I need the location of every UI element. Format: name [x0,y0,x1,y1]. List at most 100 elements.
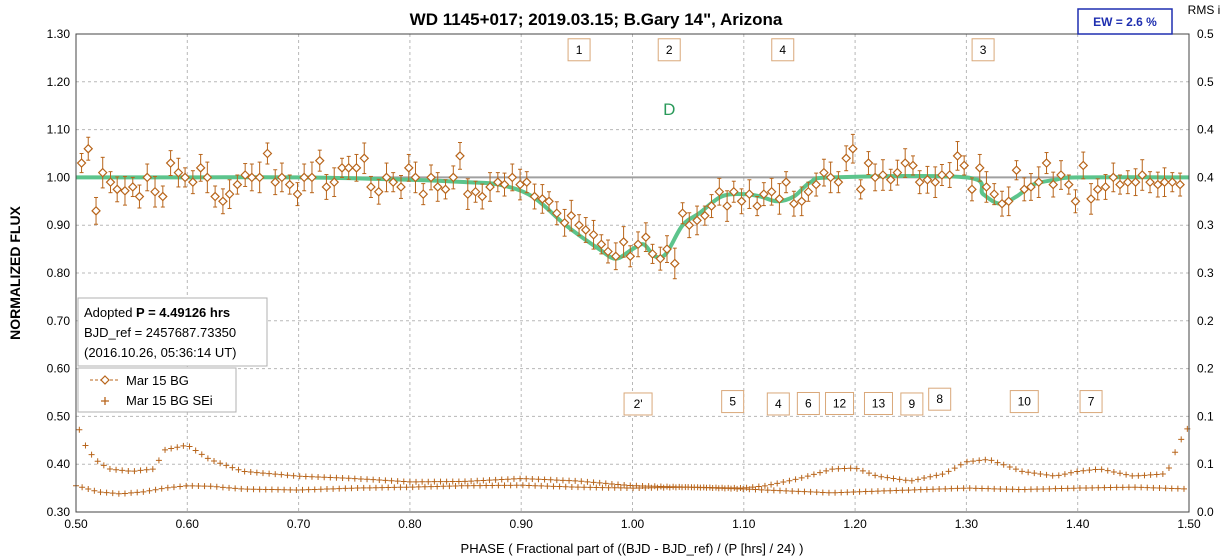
rms-point-a [305,486,312,493]
rms-point-a [1119,484,1126,491]
rms-point-a [170,484,177,491]
rms-point-b [749,484,756,491]
rms-point-a [972,485,979,492]
rms-point-a [1052,485,1059,492]
rms-point-a [562,483,569,490]
rms-point-a [923,486,930,493]
flux-point [596,239,607,250]
rms-point-b [878,473,885,480]
info-box: Adopted P = 4.49126 hrs BJD_ref = 245768… [77,297,268,367]
rms-point-b [106,466,113,473]
y-tick-label: 0.50 [47,409,71,423]
flux-point [728,186,739,197]
rms-point-a [213,483,220,490]
y2-tick-label: 0.4 [1197,123,1214,137]
rms-point-b [1123,471,1130,478]
flux-point [1019,184,1030,195]
flux-point [299,172,310,183]
ew-box: EW = 2.6 % [1077,8,1173,35]
rms-point-b [737,485,744,492]
annotation-label: 5 [729,395,736,409]
rms-point-b [431,478,438,485]
rms-point-a [1089,484,1096,491]
rms-point-a [91,487,98,494]
flux-point [515,179,525,190]
rms-point-a [593,484,600,491]
flux-point [803,186,814,197]
rms-point-a [366,484,373,491]
flux-point [314,155,325,166]
flux-point [142,172,153,183]
flux-point [574,220,584,231]
flux-point [477,191,488,202]
rms-point-a [458,482,465,489]
flux-point [1115,179,1125,190]
rms-point-b [345,475,352,482]
rms-point-b [339,475,346,482]
x-axis-label: PHASE ( Fractional part of ((BJD - BJD_r… [461,541,804,556]
rms-point-b [1135,472,1142,479]
flux-point [744,189,755,199]
y-tick-label: 0.60 [47,362,71,376]
flux-point [247,172,257,183]
flux-point [1092,184,1103,195]
flux-point [180,172,190,183]
rms-point-a [746,486,753,493]
rms-point-b [443,478,450,485]
rms-point-a [434,483,441,490]
rms-point-a [1150,484,1157,491]
rms-point-a [287,486,294,493]
rms-point-b [1037,470,1044,477]
rms-point-a [776,487,783,494]
chart-title: WD 1145+017; 2019.03.15; B.Gary 14", Ari… [410,10,783,29]
rms-point-b [547,476,554,483]
rms-point-a [813,489,820,496]
rms-point-a [121,490,128,497]
info-period-prefix: Adopted [84,305,136,320]
rms-point-b [137,467,144,474]
rms-point-a [385,484,392,491]
flux-point [722,201,732,211]
annotation-box [928,387,952,411]
rms-point-b [1141,472,1148,479]
rms-point-b [394,478,401,485]
rms-point-b [131,468,138,475]
rms-point-a [770,487,777,494]
flux-point [618,237,629,247]
rms-point-a [893,487,900,494]
rms-point-b [321,474,328,481]
rms-point-a [1180,485,1187,492]
rms-point-a [966,485,973,492]
rms-point-a [538,482,545,489]
rms-point-a [85,486,92,493]
rms-point-b [357,475,364,482]
rms-point-a [599,484,606,491]
rms-point-a [801,488,808,495]
y-tick-labels: 0.30 0.40 0.50 0.60 0.70 0.80 0.90 1.00 1.10 1.20… [47,27,71,519]
flux-point [292,189,303,199]
rms-point-a [783,487,790,494]
rms-point-a [183,482,190,489]
flux-point [677,208,688,219]
rms-point-b [670,483,677,490]
rms-point-a [862,488,869,495]
rms-point-b [253,469,260,476]
flux-point [870,172,880,183]
y-tick-label: 1.10 [47,123,71,137]
rms-point-b [492,476,499,483]
rms-point-a [489,482,496,489]
rms-point-b [706,484,713,491]
flux-point [462,189,473,199]
rms-point-b [786,477,793,484]
rms-point-a [758,486,765,493]
flux-point [714,186,725,197]
x-tick-label: 1.40 [1066,517,1090,531]
rms-point-a [617,484,624,491]
info-line-1: Adopted P = 4.49126 hrs [84,305,230,320]
rms-point-b [804,473,811,480]
rms-point-b [608,480,615,487]
rms-point-a [581,484,588,491]
rms-point-b [694,484,701,491]
flux-point [440,184,451,195]
legend: Mar 15 BG Mar 15 BG SEi [77,367,237,413]
